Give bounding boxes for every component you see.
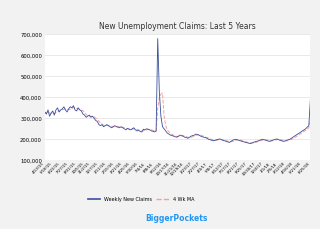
Text: BiggerPockets: BiggerPockets [145,214,207,223]
Title: New Unemployment Claims: Last 5 Years: New Unemployment Claims: Last 5 Years [99,22,256,31]
Legend: Weekly New Claims, 4 Wk MA: Weekly New Claims, 4 Wk MA [86,195,196,204]
